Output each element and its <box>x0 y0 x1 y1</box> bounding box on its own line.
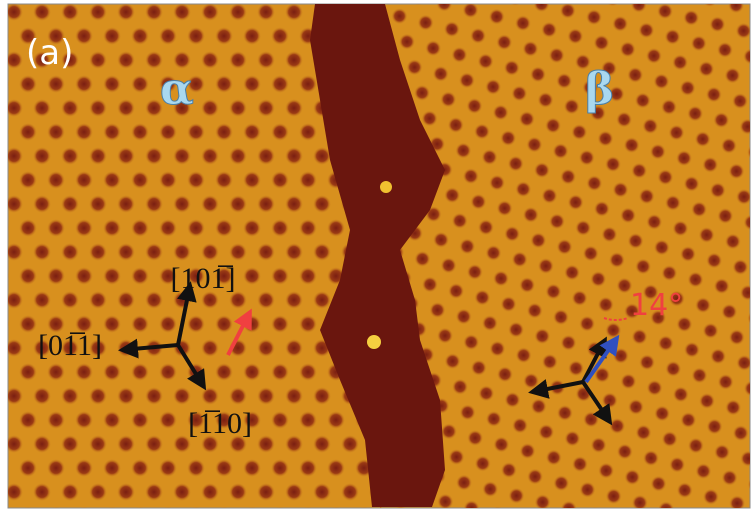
panel-label: (a) <box>26 33 73 73</box>
adatom <box>367 335 381 349</box>
beta-label: β <box>585 64 614 115</box>
direction-label: [101̅] <box>171 262 236 295</box>
figure-panel: (a) α β [101̅] [01̅1] [1̅10] 14° <box>0 0 752 510</box>
adatom <box>380 181 392 193</box>
direction-label: [01̅1] <box>38 329 102 362</box>
alpha-label: α <box>160 64 194 115</box>
direction-label: [1̅10] <box>188 407 252 440</box>
angle-label: 14° <box>630 288 683 323</box>
